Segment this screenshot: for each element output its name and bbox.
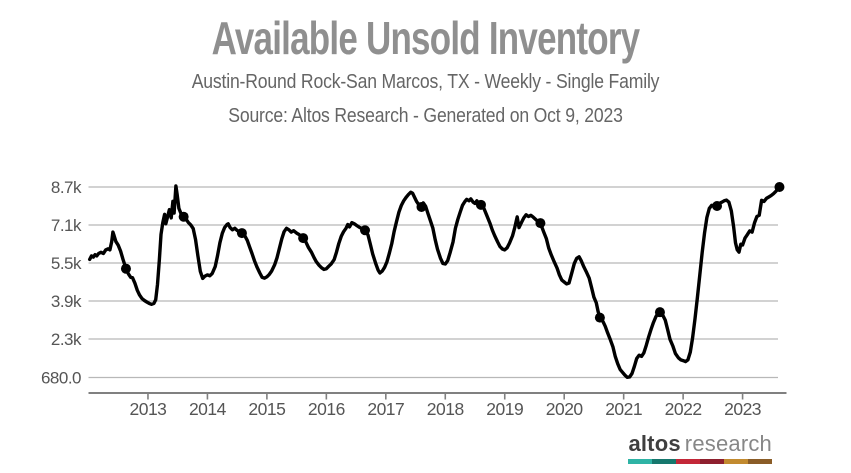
marker-dot [774, 182, 785, 192]
x-tick-label: 2019 [486, 399, 523, 419]
x-tick-label: 2017 [367, 399, 404, 419]
brand-bar-segment [652, 459, 677, 464]
brand-bar-segment [700, 459, 725, 464]
x-tick-label: 2013 [129, 399, 166, 419]
y-tick-label: 2.3k [51, 330, 82, 349]
brand-bar-segment [628, 459, 653, 464]
marker-dot [594, 312, 605, 323]
chart-title: Available Unsold Inventory [211, 12, 640, 64]
brand-bar-segment [748, 459, 772, 464]
x-tick-label: 2023 [724, 399, 761, 419]
brand-wordmark: altos research [628, 433, 772, 455]
chart-source-line: Source: Altos Research - Generated on Oc… [228, 105, 623, 128]
x-tick-label: 2022 [665, 399, 702, 419]
marker-dot [535, 218, 546, 229]
marker-dot [416, 201, 427, 212]
y-tick-label: 3.9k [51, 292, 82, 311]
x-tick-label: 2015 [248, 399, 285, 419]
marker-dot [360, 225, 371, 236]
marker-dot [178, 211, 189, 222]
brand-bar-segment [724, 459, 749, 464]
marker-dot [475, 199, 486, 210]
series-line [87, 184, 782, 379]
y-tick-label: 7.1k [51, 216, 82, 235]
brand-altos: altos [628, 431, 681, 456]
marker-dot [654, 307, 665, 318]
marker-dot [712, 201, 723, 212]
y-tick-label: 5.5k [51, 254, 82, 273]
brand-bar-segment [676, 459, 701, 464]
chart-subtitle: Austin-Round Rock-San Marcos, TX - Weekl… [191, 71, 660, 94]
brand-logo: altos research [628, 433, 772, 464]
marker-dot [236, 228, 247, 239]
x-tick-label: 2018 [427, 399, 464, 419]
x-tick-label: 2020 [546, 399, 584, 419]
x-tick-label: 2021 [605, 399, 642, 419]
y-tick-label: 680.0 [41, 369, 81, 388]
x-tick-label: 2016 [308, 399, 345, 419]
brand-color-bar [628, 459, 772, 464]
y-tick-label: 8.7k [51, 178, 82, 197]
x-tick-label: 2014 [189, 399, 227, 419]
marker-dot [120, 263, 131, 274]
marker-dot [298, 233, 309, 244]
chart-header: Available Unsold Inventory Austin-Round … [0, 14, 851, 128]
brand-research: research [684, 431, 772, 456]
